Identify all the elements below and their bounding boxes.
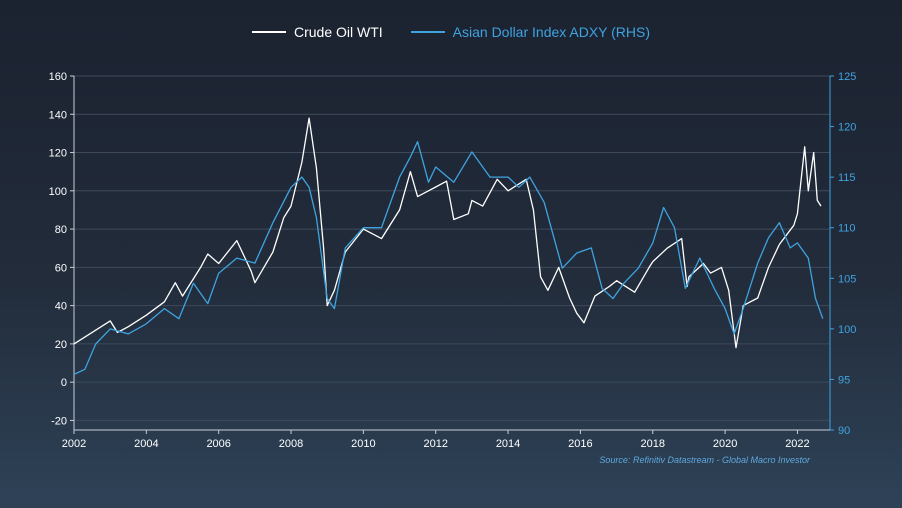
- legend-item-adxy: Asian Dollar Index ADXY (RHS): [410, 24, 651, 40]
- y-left-tick-label: -20: [51, 415, 67, 427]
- y-right-tick-label: 105: [838, 273, 856, 285]
- series-line-adxy: [73, 141, 824, 375]
- y-left-tick-label: 160: [49, 71, 67, 83]
- x-tick-label: 2002: [62, 438, 86, 450]
- y-right-tick-label: 120: [838, 122, 856, 134]
- x-tick-label: 2004: [134, 438, 158, 450]
- y-right-tick-label: 125: [838, 71, 856, 83]
- y-left-tick-label: 0: [61, 377, 67, 389]
- y-left-tick-label: 140: [49, 109, 67, 121]
- x-tick-label: 2022: [785, 438, 809, 450]
- y-right-tick-label: 100: [838, 324, 856, 336]
- y-right-tick-label: 110: [838, 223, 856, 235]
- y-left-tick-label: 20: [55, 339, 67, 351]
- y-left-tick-label: 120: [49, 148, 67, 160]
- legend-swatch-adxy: [410, 31, 445, 33]
- y-left-tick-label: 40: [55, 301, 67, 313]
- legend-label-oil: Crude Oil WTI: [293, 24, 383, 40]
- legend-swatch-oil: [251, 31, 286, 33]
- x-tick-label: 2014: [496, 438, 520, 450]
- legend-label-adxy: Asian Dollar Index ADXY (RHS): [452, 24, 651, 40]
- y-left-tick-label: 60: [55, 262, 67, 274]
- x-tick-label: 2012: [423, 438, 447, 450]
- x-tick-label: 2010: [351, 438, 375, 450]
- x-tick-label: 2020: [713, 438, 737, 450]
- y-right-tick-label: 95: [838, 374, 850, 386]
- legend-item-oil: Crude Oil WTI: [251, 24, 383, 40]
- y-right-tick-label: 90: [838, 425, 850, 437]
- x-tick-label: 2008: [279, 438, 303, 450]
- series-line-oil: [73, 117, 822, 349]
- y-left-tick-label: 100: [49, 186, 67, 198]
- x-tick-label: 2006: [206, 438, 230, 450]
- chart-legend: Crude Oil WTI Asian Dollar Index ADXY (R…: [0, 24, 902, 40]
- y-left-tick-label: 80: [55, 224, 67, 236]
- x-tick-label: 2018: [641, 438, 665, 450]
- x-tick-label: 2016: [568, 438, 592, 450]
- y-right-tick-label: 115: [838, 172, 856, 184]
- source-note: Source: Refinitiv Datastream - Global Ma…: [599, 455, 810, 465]
